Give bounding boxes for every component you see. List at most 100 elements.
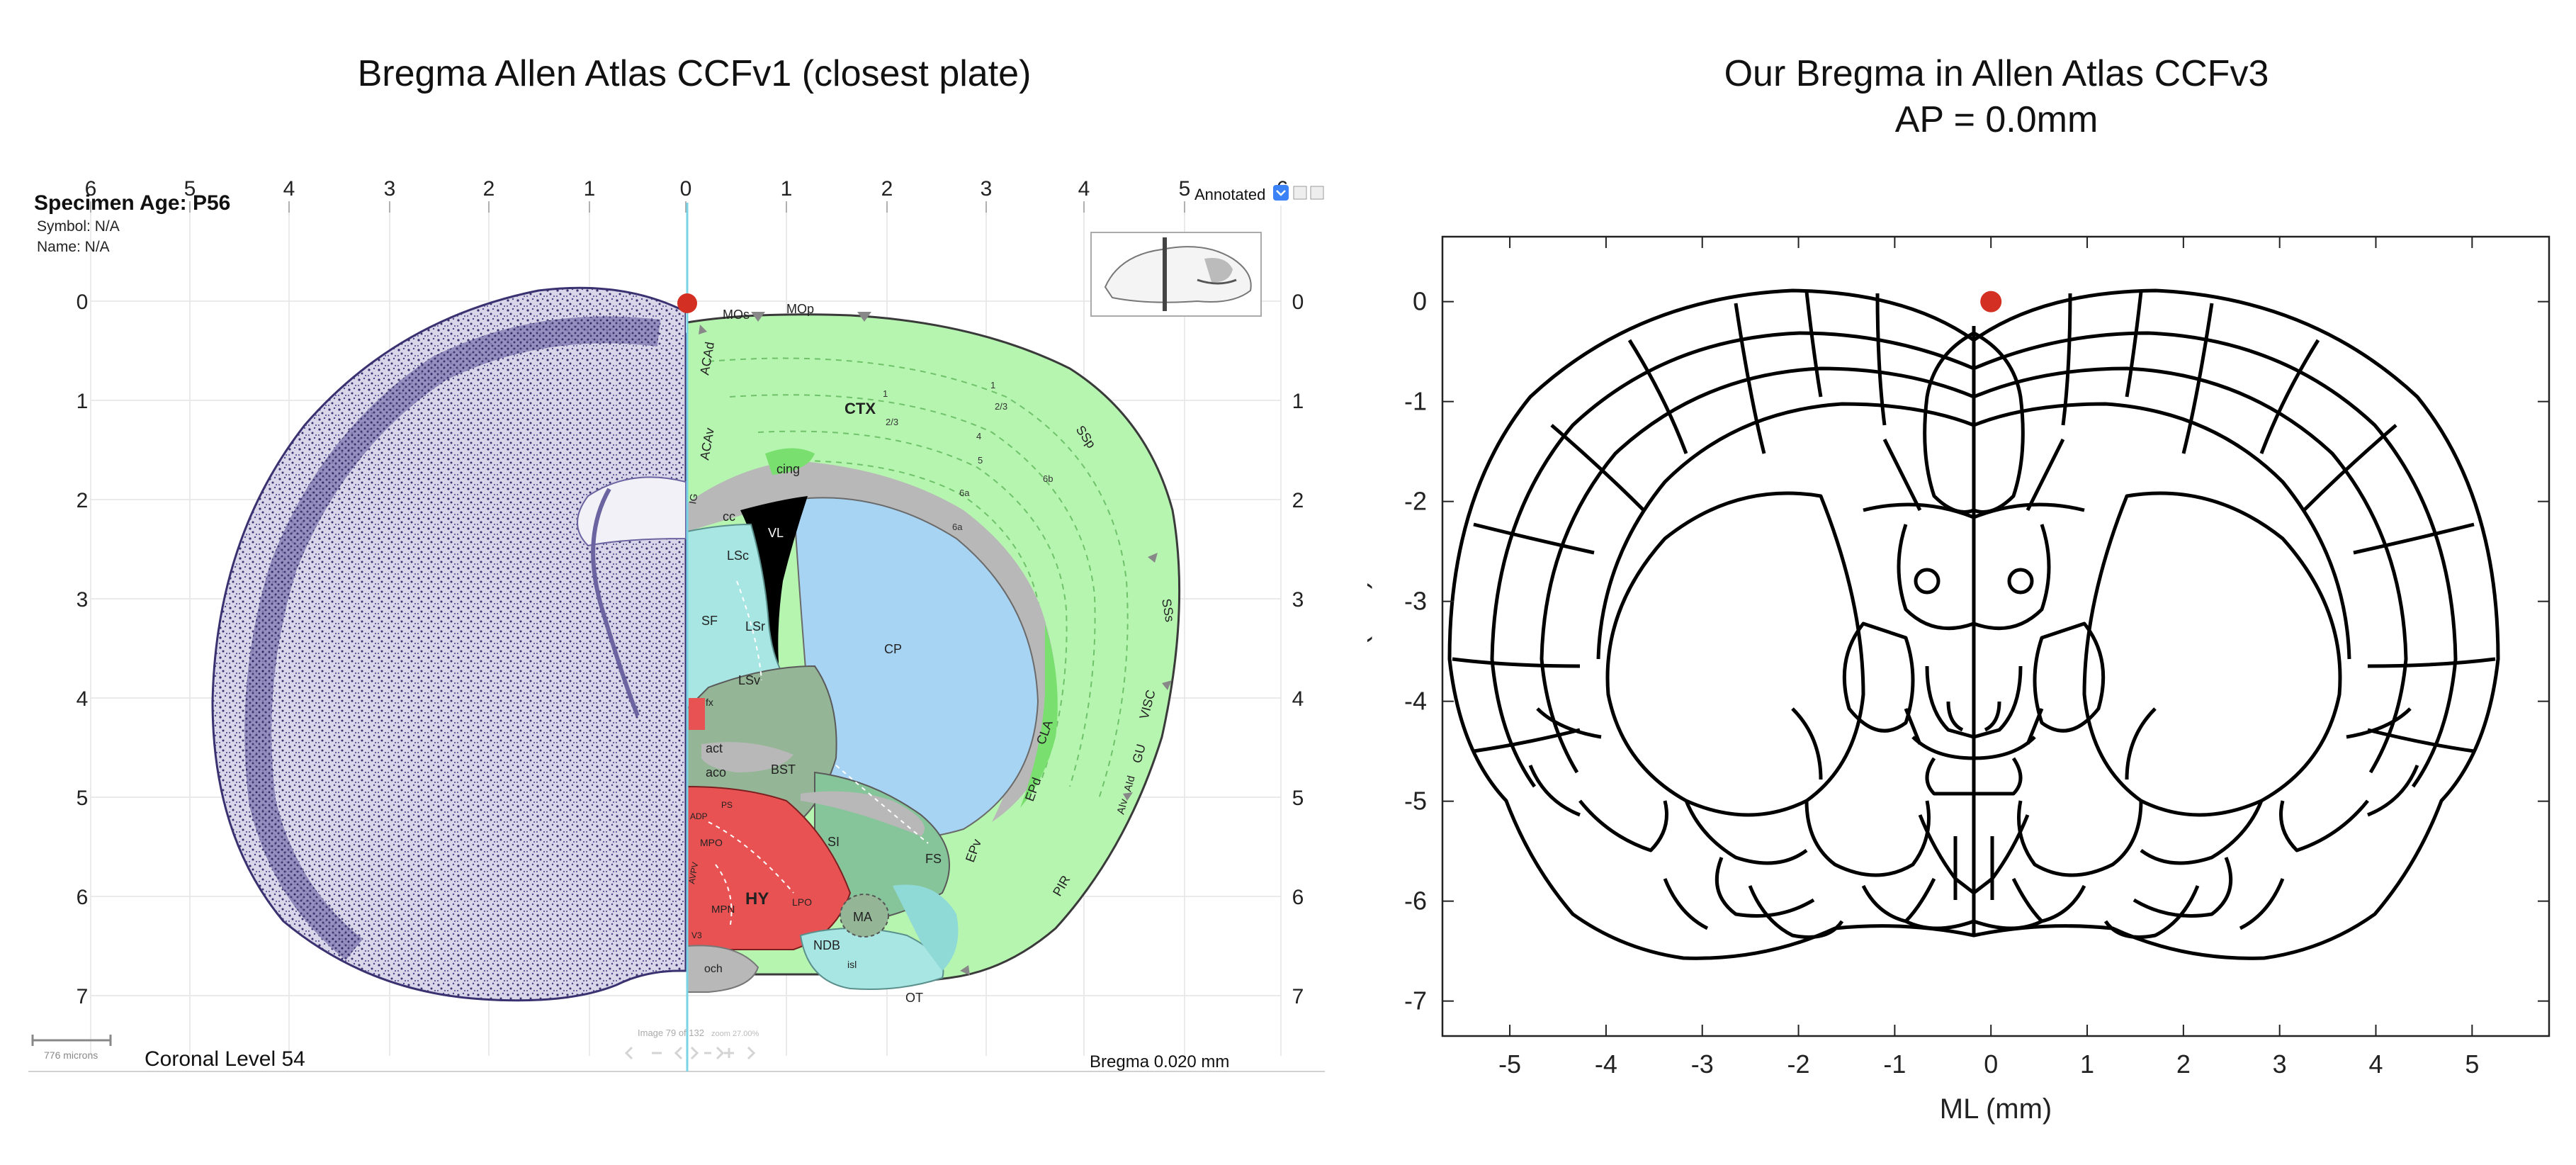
annotated-dropdown[interactable]: [1273, 185, 1289, 201]
svg-text:7: 7: [77, 985, 89, 1008]
svg-text:NDB: NDB: [813, 938, 840, 952]
y-tick-label: -3: [1404, 587, 1427, 616]
x-tick-label: -1: [1883, 1049, 1906, 1079]
viewer-nav-controls[interactable]: [624, 1046, 756, 1060]
top-tick: 3: [981, 177, 993, 201]
y-tick-label: -7: [1404, 986, 1427, 1015]
svg-text:HY: HY: [745, 889, 769, 908]
svg-text:SI: SI: [827, 835, 840, 849]
x-tick-label: -4: [1595, 1049, 1617, 1079]
y-tick-label: -5: [1404, 787, 1427, 816]
svg-text:BST: BST: [771, 762, 796, 777]
svg-text:3: 3: [1292, 588, 1304, 612]
brain-outline-drawing: [1447, 288, 2500, 960]
svg-text:1: 1: [990, 380, 995, 390]
svg-text:AVPV: AVPV: [687, 861, 700, 884]
prev-icon: [624, 1046, 633, 1060]
svg-text:2/3: 2/3: [995, 401, 1007, 412]
svg-text:LSc: LSc: [727, 548, 749, 563]
svg-text:PS: PS: [721, 800, 733, 810]
svg-text:CP: CP: [884, 642, 902, 656]
right-title-line1: Our Bregma in Allen Atlas CCFv3: [1724, 53, 2269, 94]
bregma-readout: Bregma 0.020 mm: [1090, 1052, 1229, 1071]
svg-text:1: 1: [77, 390, 89, 413]
y-tick-label: 0: [1413, 287, 1427, 316]
svg-text:AId: AId: [1122, 775, 1137, 793]
top-tick: 2: [881, 177, 893, 201]
top-tick: 2: [483, 177, 495, 201]
x-tick-label: 5: [2465, 1049, 2479, 1079]
svg-text:FS: FS: [925, 852, 942, 866]
svg-text:2: 2: [77, 489, 89, 512]
atlas-viewer: 6 5 4 3 2 1 0 1 2 3 4 5 6 0 1 2 3 4 5 6 …: [28, 177, 1325, 1072]
svg-text:act: act: [706, 741, 723, 755]
x-tick-label: -2: [1787, 1049, 1810, 1079]
top-tick: 3: [384, 177, 396, 201]
bregma-point: [1980, 291, 2002, 313]
svg-text:6b: 6b: [1043, 473, 1053, 484]
svg-text:V3: V3: [691, 930, 702, 940]
x-tick-label: 0: [1984, 1049, 1998, 1079]
svg-text:cc: cc: [723, 510, 735, 524]
plot-frame: [1441, 235, 2550, 1037]
svg-text:IG: IG: [687, 493, 699, 505]
expand-icon[interactable]: [1310, 186, 1324, 200]
left-panel-title: Bregma Allen Atlas CCFv1 (closest plate): [357, 53, 1032, 94]
atlas-top-ruler: 6 5 4 3 2 1 0 1 2 3 4 5 6: [85, 177, 1289, 201]
annotated-atlas: MOs MOp ACAd ACAv CTX SSp SSs VISC GU AI…: [686, 302, 1181, 1005]
svg-text:MOs: MOs: [723, 308, 750, 322]
top-tick: 4: [283, 177, 295, 201]
annotated-label: Annotated: [1194, 186, 1265, 203]
svg-text:3: 3: [77, 588, 89, 612]
bregma-marker: [677, 293, 697, 313]
top-tick: 4: [1078, 177, 1090, 201]
image-counter: Image 79 of 132: [638, 1028, 704, 1038]
svg-text:6: 6: [77, 886, 89, 909]
svg-text:5: 5: [978, 455, 983, 466]
y-tick-label: -1: [1404, 387, 1427, 416]
y-tick-label: -2: [1404, 487, 1427, 516]
atlas-right-ruler: 0 1 2 3 4 5 6 7: [1292, 291, 1304, 1008]
toggle-icon[interactable]: [1293, 186, 1307, 200]
specimen-symbol: Symbol: N/A: [37, 218, 120, 235]
ccf-axes: -5 -4 -3 -2 -1 0 1 2 3 4 5 0 -1 -2 -3 -4 -5 -6 -7 ML (mm) DV…: [1367, 235, 2550, 1125]
thumbnail-navigator[interactable]: [1090, 232, 1262, 317]
svg-text:AIv: AIv: [1114, 797, 1130, 816]
region-optic-chiasm: [687, 945, 759, 993]
svg-text:6a: 6a: [959, 488, 970, 498]
x-tick-label: 4: [2368, 1049, 2383, 1079]
top-tick: 1: [584, 177, 596, 201]
svg-text:MPN: MPN: [711, 904, 735, 916]
zoom-in-icon: [724, 1048, 734, 1058]
svg-text:MPO: MPO: [700, 837, 723, 848]
specimen-age: Specimen Age: P56: [34, 191, 230, 215]
svg-text:7: 7: [1292, 985, 1304, 1008]
pan-icon: [704, 1046, 725, 1060]
svg-text:5: 5: [1292, 787, 1304, 810]
next-icon: [747, 1046, 756, 1060]
zoom-readout: zoom 27.00%: [711, 1030, 759, 1038]
x-axis-label: ML (mm): [1940, 1093, 2052, 1125]
top-tick: 0: [680, 177, 692, 201]
x-tick-label: -3: [1691, 1049, 1714, 1079]
svg-text:ADP: ADP: [690, 811, 708, 821]
scale-bar-label: 776 microns: [44, 1049, 98, 1061]
svg-text:2: 2: [1292, 489, 1304, 512]
atlas-left-ruler: 0 1 2 3 4 5 6 7: [77, 291, 89, 1008]
svg-text:CTX: CTX: [844, 400, 876, 417]
svg-text:5: 5: [77, 787, 89, 810]
svg-text:och: och: [704, 963, 723, 975]
svg-text:4: 4: [1292, 687, 1304, 711]
svg-text:0: 0: [77, 291, 89, 314]
svg-text:2/3: 2/3: [886, 417, 898, 427]
top-tick: 5: [1179, 177, 1191, 201]
y-tick-label: -4: [1404, 687, 1427, 716]
svg-text:aco: aco: [706, 765, 726, 780]
region-lateral-ventricle: [740, 496, 808, 673]
svg-text:4: 4: [976, 431, 981, 441]
y-tick-label: -6: [1404, 887, 1427, 916]
top-tick: 5: [184, 177, 196, 201]
right-panel-title: Our Bregma in Allen Atlas CCFv3 AP = 0.0…: [1417, 51, 2576, 143]
svg-text:fx: fx: [706, 697, 713, 708]
specimen-name: Name: N/A: [37, 239, 110, 255]
